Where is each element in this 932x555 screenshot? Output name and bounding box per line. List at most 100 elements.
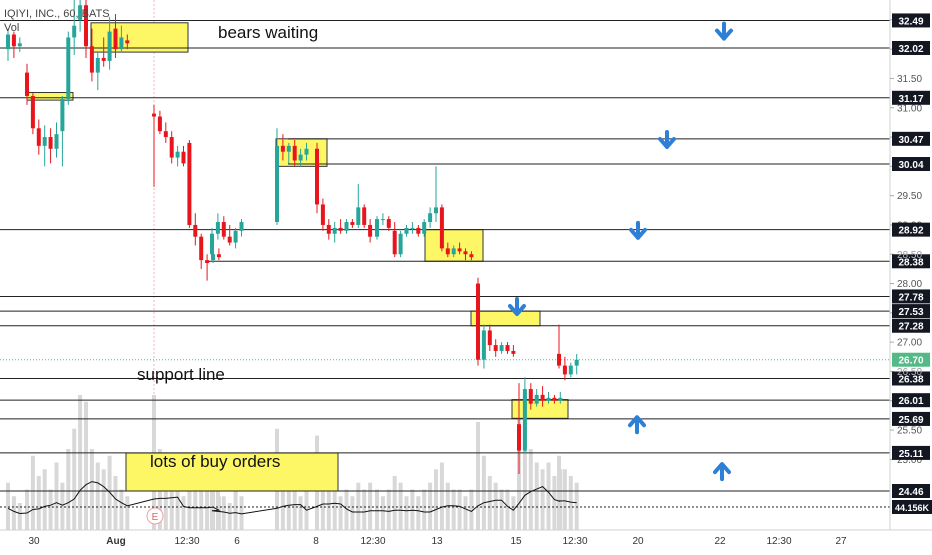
candle[interactable]: [199, 233, 204, 269]
candle[interactable]: [54, 122, 59, 158]
candle[interactable]: [534, 389, 539, 407]
candle[interactable]: [350, 219, 355, 228]
candle[interactable]: [574, 353, 579, 375]
candle[interactable]: [157, 110, 162, 135]
candle[interactable]: [107, 16, 112, 70]
candles[interactable]: [6, 0, 579, 475]
candle[interactable]: [280, 134, 285, 161]
candle[interactable]: [30, 93, 35, 135]
candle[interactable]: [410, 222, 415, 234]
candle[interactable]: [11, 31, 16, 58]
candle[interactable]: [227, 224, 232, 246]
candle[interactable]: [78, 0, 83, 32]
candle[interactable]: [216, 248, 221, 261]
candle[interactable]: [481, 324, 486, 369]
candle[interactable]: [356, 183, 361, 228]
candle[interactable]: [404, 224, 409, 237]
candle[interactable]: [205, 254, 210, 281]
candle[interactable]: [113, 13, 118, 58]
candle[interactable]: [332, 222, 337, 243]
candle[interactable]: [558, 391, 563, 404]
candle[interactable]: [326, 219, 331, 240]
candle[interactable]: [89, 28, 94, 82]
candle[interactable]: [499, 342, 504, 354]
candle[interactable]: [469, 251, 474, 261]
candle[interactable]: [320, 198, 325, 231]
candle[interactable]: [493, 339, 498, 357]
candle[interactable]: [298, 148, 303, 167]
chart-title: IQIYI, INC., 60, BATS: [4, 8, 110, 20]
candle[interactable]: [457, 242, 462, 255]
candle[interactable]: [386, 216, 391, 231]
candle[interactable]: [511, 345, 516, 357]
candle[interactable]: [398, 230, 403, 258]
candle[interactable]: [392, 222, 397, 258]
candle[interactable]: [125, 34, 130, 50]
candle[interactable]: [292, 139, 297, 167]
candle[interactable]: [169, 131, 174, 164]
candle[interactable]: [163, 122, 168, 143]
volume-bar: [540, 469, 545, 530]
candle[interactable]: [304, 142, 309, 161]
candle[interactable]: [239, 219, 244, 237]
candle[interactable]: [60, 96, 65, 167]
candle[interactable]: [221, 216, 226, 240]
candle[interactable]: [36, 119, 41, 155]
volume-bar: [89, 449, 94, 530]
candle[interactable]: [451, 245, 456, 258]
candle[interactable]: [546, 391, 551, 404]
candle[interactable]: [66, 31, 71, 105]
candle[interactable]: [557, 324, 561, 369]
price-level-label-box: [892, 90, 930, 105]
candle[interactable]: [344, 219, 349, 234]
highlight-zones: [26, 22, 569, 492]
candle[interactable]: [275, 128, 279, 225]
candle[interactable]: [375, 216, 379, 240]
candle[interactable]: [84, 0, 88, 58]
candle[interactable]: [175, 145, 180, 167]
candle[interactable]: [552, 394, 557, 404]
candle[interactable]: [422, 219, 427, 237]
candle[interactable]: [505, 342, 510, 354]
candle[interactable]: [562, 356, 567, 381]
candle[interactable]: [215, 213, 220, 240]
candle[interactable]: [6, 28, 10, 61]
candle[interactable]: [528, 383, 533, 410]
candle[interactable]: [517, 383, 521, 475]
candle[interactable]: [181, 145, 186, 167]
candle[interactable]: [193, 213, 198, 246]
candle[interactable]: [434, 166, 438, 223]
candle[interactable]: [522, 377, 527, 454]
candle[interactable]: [368, 219, 373, 243]
candle[interactable]: [286, 142, 291, 164]
candle[interactable]: [233, 227, 238, 249]
candle[interactable]: [95, 52, 100, 91]
candle[interactable]: [42, 125, 47, 167]
candle[interactable]: [380, 213, 385, 225]
candle[interactable]: [362, 204, 367, 228]
candle[interactable]: [338, 219, 343, 234]
price-level-label: 27.78: [898, 292, 923, 303]
candle[interactable]: [476, 277, 480, 366]
candle[interactable]: [463, 248, 468, 261]
candle[interactable]: [187, 139, 192, 228]
candle[interactable]: [428, 207, 433, 228]
candle[interactable]: [152, 104, 156, 187]
candle[interactable]: [416, 224, 421, 237]
earnings-marker-icon[interactable]: [146, 507, 164, 525]
candle[interactable]: [315, 142, 319, 214]
volume-bar: [422, 489, 427, 530]
candle[interactable]: [48, 128, 53, 164]
candle[interactable]: [72, 0, 77, 56]
candle[interactable]: [439, 204, 444, 252]
candle[interactable]: [210, 227, 214, 258]
candle[interactable]: [568, 362, 573, 378]
candle[interactable]: [17, 37, 22, 53]
candle[interactable]: [445, 242, 450, 258]
candle[interactable]: [119, 25, 124, 53]
candle[interactable]: [540, 386, 545, 407]
candle[interactable]: [25, 63, 29, 105]
candle[interactable]: [487, 324, 492, 351]
candle[interactable]: [101, 37, 106, 67]
